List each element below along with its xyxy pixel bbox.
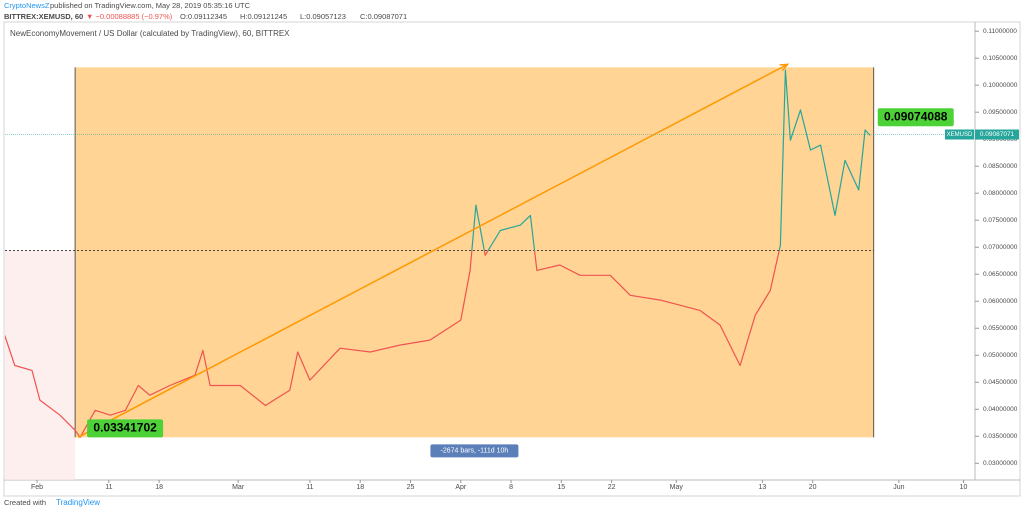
y-tick-label: 0.04000000 xyxy=(983,406,1018,413)
y-tick-label: 0.03500000 xyxy=(983,433,1018,440)
y-tick-label: 0.09500000 xyxy=(983,109,1018,116)
x-tick-label: Jun xyxy=(893,484,904,491)
low: L:0.09057123 xyxy=(300,12,346,21)
measure-box xyxy=(75,67,874,438)
pre-range-tint xyxy=(5,250,76,480)
y-tick-label: 0.06000000 xyxy=(983,298,1018,305)
x-tick-label: 8 xyxy=(509,484,513,491)
x-tick-label: 11 xyxy=(105,484,112,491)
price-line-up xyxy=(471,69,871,251)
change: ▼ −0.00088885 (−0.97%) xyxy=(86,12,173,21)
y-tick-label: 0.06500000 xyxy=(983,271,1018,278)
last-price-box xyxy=(975,129,1019,140)
open: O:0.09112345 xyxy=(180,12,227,21)
measure-arrow xyxy=(77,63,788,438)
high: H:0.09121245 xyxy=(240,12,287,21)
footer-brand[interactable]: TradingView xyxy=(56,498,100,507)
last-price-label: 0.09087071 xyxy=(980,131,1015,138)
x-tick-label: 11 xyxy=(306,484,313,491)
y-tick-label: 0.05500000 xyxy=(983,325,1018,332)
y-tick-label: 0.03000000 xyxy=(983,460,1018,467)
end-value-box xyxy=(877,108,954,127)
x-tick-label: 22 xyxy=(608,484,616,491)
x-tick-label: 18 xyxy=(356,484,364,491)
symbol-label: XEMUSD xyxy=(947,132,973,138)
y-tick-label: 0.07000000 xyxy=(983,244,1018,251)
y-tick-label: 0.08500000 xyxy=(983,163,1018,170)
measure-info: -2674 bars, -111d 10h xyxy=(440,448,508,455)
start-value: 0.03341702 xyxy=(93,421,157,435)
close: C:0.09087071 xyxy=(360,12,407,21)
x-tick-label: 15 xyxy=(557,484,565,491)
end-value: 0.09074088 xyxy=(884,109,948,123)
y-tick-label: 0.10000000 xyxy=(983,82,1018,89)
price-line-down xyxy=(5,250,780,438)
x-tick-label: 20 xyxy=(809,484,817,491)
x-tick-label: 25 xyxy=(407,484,415,491)
author[interactable]: CryptoNewsZ xyxy=(4,1,50,10)
y-tick-label: 0.07500000 xyxy=(983,217,1018,224)
x-tick-label: 13 xyxy=(759,484,767,491)
footer-text: Created with xyxy=(4,498,46,507)
x-tick-label: 18 xyxy=(155,484,163,491)
x-tick-label: Mar xyxy=(232,484,245,491)
arrow-head xyxy=(779,63,790,72)
x-tick-label: 10 xyxy=(960,484,968,491)
published: published on TradingView.com, May 28, 20… xyxy=(50,1,251,10)
x-tick-label: Apr xyxy=(455,484,467,491)
measure-info-box xyxy=(430,444,519,458)
y-tick-label: 0.10500000 xyxy=(983,55,1018,62)
start-value-box xyxy=(87,419,164,438)
chart-title: NewEconomyMovement / US Dollar (calculat… xyxy=(10,29,290,38)
frame xyxy=(3,21,1021,497)
symbol-box xyxy=(945,129,974,140)
y-tick-label: 0.05000000 xyxy=(983,352,1018,359)
symbol: BITTREX:XEMUSD, 60 xyxy=(4,12,83,21)
y-tick-label: 0.11000000 xyxy=(983,28,1017,35)
y-tick-label: 0.04500000 xyxy=(983,379,1018,386)
x-tick-label: Feb xyxy=(31,484,43,491)
x-tick-label: May xyxy=(670,484,684,491)
y-tick-label: 0.08000000 xyxy=(983,190,1018,197)
